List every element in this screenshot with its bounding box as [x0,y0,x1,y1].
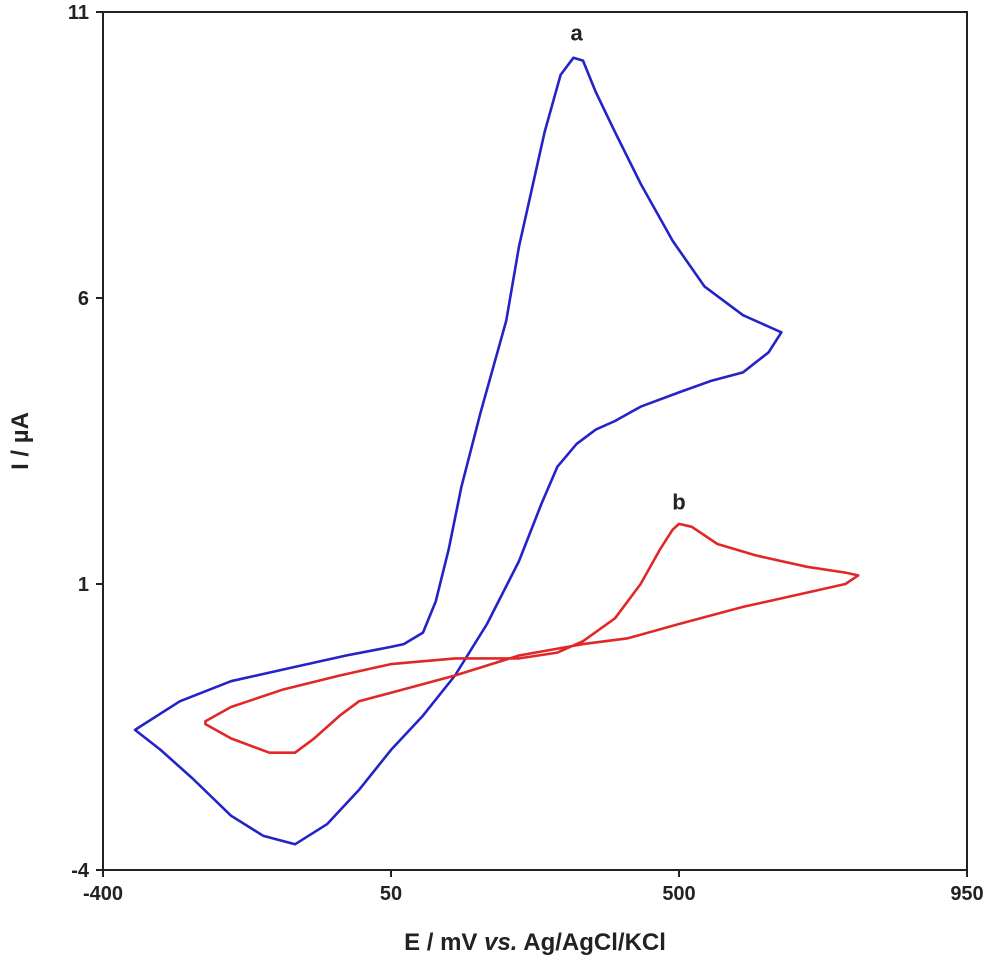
y-tick-label: 1 [78,574,89,596]
axis-ticks: -400 50 500 950 -4 1 6 11 [68,2,984,905]
plot-frame [102,11,968,871]
x-tick-label: 500 [662,883,695,905]
x-axis-title: E / mV vs. Ag/AgCl/KCl [404,929,666,956]
y-tick-label: -4 [71,860,90,882]
y-axis-title: I / µA [7,412,34,470]
x-tick-label: -400 [83,883,123,905]
curve-labels: ab [570,21,685,515]
x-tick-label: 950 [950,883,983,905]
curve-b [204,522,860,754]
curves [133,56,860,846]
curve-a [133,56,783,846]
curve-label-b: b [672,490,685,515]
y-tick-label: 11 [68,2,89,24]
x-tick-label: 50 [380,883,402,905]
y-tick-label: 6 [78,288,89,310]
curve-label-a: a [570,21,583,46]
